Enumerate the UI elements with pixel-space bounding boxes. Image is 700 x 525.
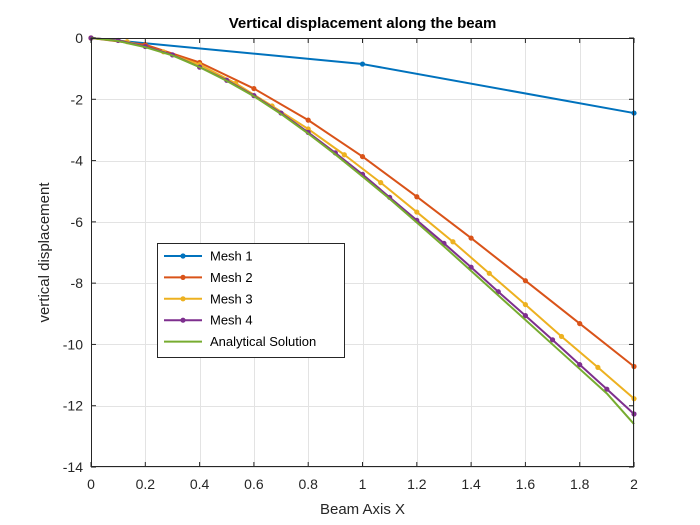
- legend-marker: [180, 274, 186, 280]
- y-tick-label: -4: [71, 153, 84, 169]
- legend-label: Mesh 3: [210, 291, 253, 306]
- data-point: [450, 239, 456, 245]
- legend-item: Mesh 1: [164, 249, 253, 264]
- data-point: [414, 209, 420, 215]
- series-line: [90, 37, 635, 425]
- legend: Mesh 1 Mesh 2 Mesh 3 Mesh 4 Analytical Solut…: [157, 243, 345, 358]
- x-tick-label: 1.6: [516, 476, 536, 492]
- x-tick-label: 2: [630, 476, 638, 492]
- data-point: [522, 313, 529, 319]
- x-tick-label: 1.4: [461, 476, 481, 492]
- y-tick-label: -10: [63, 336, 83, 352]
- data-point: [577, 320, 583, 327]
- data-point: [558, 333, 565, 340]
- y-tick-label: -2: [71, 91, 84, 107]
- data-point: [251, 85, 257, 92]
- x-tick-label: 1.2: [407, 476, 427, 492]
- y-tick-label: -12: [63, 398, 83, 414]
- x-tick-label: 1: [359, 476, 367, 492]
- y-tick-label: -6: [71, 214, 84, 230]
- x-tick-label: 1.8: [570, 476, 590, 492]
- x-tick-label: 0: [87, 476, 95, 492]
- data-point: [468, 235, 474, 241]
- data-point: [378, 180, 384, 186]
- tick-labels: 0 0.2 0.4 0.6 0.8 1 1.2 1.4 1.6 1.8 2 0 -2 -4 -6 -8 -10 -…: [63, 30, 638, 492]
- series-layer: [88, 35, 637, 425]
- data-point: [595, 364, 601, 371]
- data-point: [522, 278, 529, 284]
- x-tick-label: 0.4: [190, 476, 210, 492]
- data-point: [359, 153, 366, 160]
- y-axis-label: vertical displacement: [36, 182, 53, 323]
- x-axis-label: Beam Axis X: [320, 501, 405, 518]
- legend-box: [157, 243, 345, 358]
- y-tick-label: -8: [71, 275, 84, 291]
- legend-label: Mesh 1: [210, 249, 253, 264]
- data-point: [305, 117, 311, 123]
- series-analytical-solution: [90, 37, 635, 425]
- legend-label: Mesh 2: [210, 270, 253, 285]
- legend-marker: [180, 253, 186, 259]
- x-tick-label: 0.8: [298, 476, 318, 492]
- legend-item: Mesh 4: [164, 313, 253, 328]
- legend-label: Mesh 4: [210, 313, 253, 328]
- data-point: [341, 152, 347, 158]
- data-point: [604, 386, 610, 392]
- data-point: [359, 61, 366, 67]
- data-point: [414, 194, 420, 200]
- x-tick-label: 0.2: [136, 476, 156, 492]
- legend-item: Analytical Solution: [164, 334, 316, 349]
- chart-title: Vertical displacement along the beam: [229, 15, 497, 32]
- data-point: [549, 337, 556, 343]
- x-tick-label: 0.6: [244, 476, 264, 492]
- legend-marker: [180, 317, 186, 323]
- legend-item: Mesh 3: [164, 291, 253, 306]
- legend-marker: [180, 296, 186, 302]
- data-point: [522, 301, 529, 308]
- y-tick-label: 0: [75, 30, 83, 46]
- y-tick-label: -14: [63, 459, 83, 475]
- data-point: [486, 270, 492, 276]
- legend-label: Analytical Solution: [210, 334, 316, 349]
- data-point: [577, 362, 583, 368]
- legend-item: Mesh 2: [164, 270, 253, 285]
